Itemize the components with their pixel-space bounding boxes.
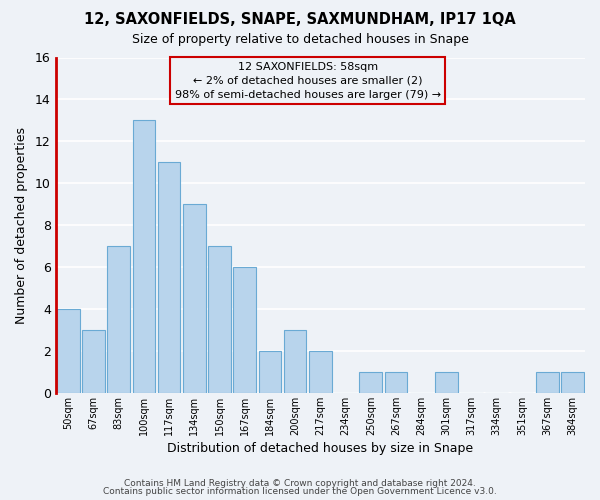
Bar — [435, 372, 458, 393]
Text: Contains public sector information licensed under the Open Government Licence v3: Contains public sector information licen… — [103, 487, 497, 496]
X-axis label: Distribution of detached houses by size in Snape: Distribution of detached houses by size … — [167, 442, 473, 455]
Bar — [309, 351, 332, 393]
Bar — [208, 246, 231, 393]
Text: 12 SAXONFIELDS: 58sqm
← 2% of detached houses are smaller (2)
98% of semi-detach: 12 SAXONFIELDS: 58sqm ← 2% of detached h… — [175, 62, 441, 100]
Bar — [57, 309, 80, 393]
Bar — [183, 204, 206, 393]
Text: 12, SAXONFIELDS, SNAPE, SAXMUNDHAM, IP17 1QA: 12, SAXONFIELDS, SNAPE, SAXMUNDHAM, IP17… — [84, 12, 516, 28]
Bar — [359, 372, 382, 393]
Bar — [536, 372, 559, 393]
Text: Contains HM Land Registry data © Crown copyright and database right 2024.: Contains HM Land Registry data © Crown c… — [124, 478, 476, 488]
Bar — [158, 162, 181, 393]
Bar — [133, 120, 155, 393]
Bar — [284, 330, 307, 393]
Bar — [107, 246, 130, 393]
Bar — [233, 267, 256, 393]
Y-axis label: Number of detached properties: Number of detached properties — [15, 126, 28, 324]
Bar — [561, 372, 584, 393]
Text: Size of property relative to detached houses in Snape: Size of property relative to detached ho… — [131, 32, 469, 46]
Bar — [385, 372, 407, 393]
Bar — [259, 351, 281, 393]
Bar — [82, 330, 105, 393]
